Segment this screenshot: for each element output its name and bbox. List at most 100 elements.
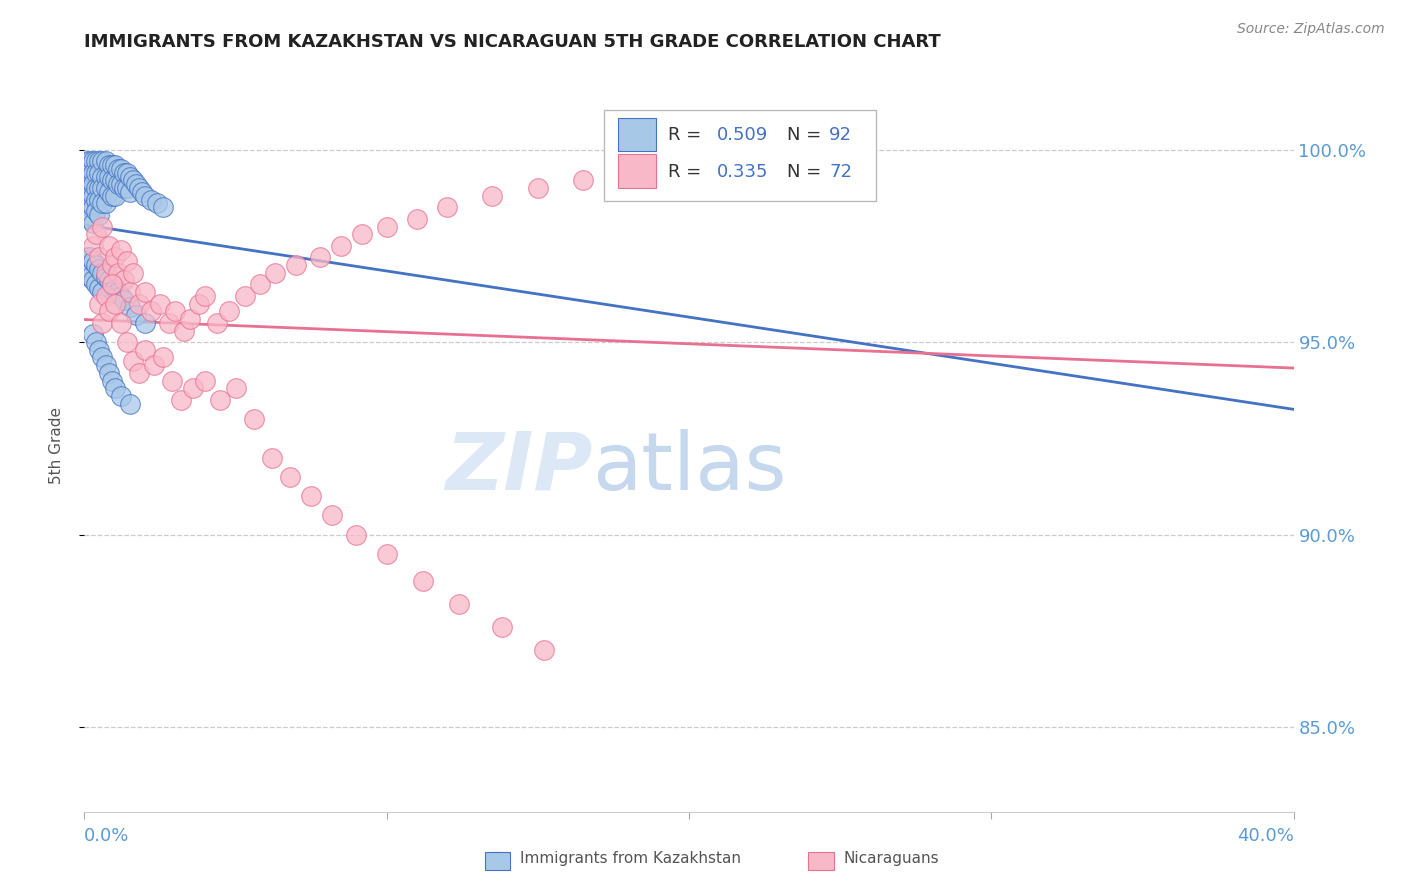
Point — [481, 188, 503, 202]
Point — [79, 188, 101, 202]
Point — [352, 227, 374, 242]
Point — [82, 239, 104, 253]
Point — [104, 251, 127, 265]
Point — [76, 251, 98, 265]
FancyBboxPatch shape — [617, 154, 657, 188]
Text: IMMIGRANTS FROM KAZAKHSTAN VS NICARAGUAN 5TH GRADE CORRELATION CHART: IMMIGRANTS FROM KAZAKHSTAN VS NICARAGUAN… — [84, 33, 941, 51]
Point — [242, 412, 264, 426]
Point — [89, 296, 111, 310]
Point — [82, 188, 104, 202]
Point — [82, 178, 104, 192]
Point — [91, 196, 114, 211]
Point — [218, 304, 240, 318]
Point — [233, 289, 256, 303]
Point — [346, 527, 368, 541]
Point — [82, 273, 104, 287]
Point — [86, 181, 108, 195]
Point — [82, 154, 104, 169]
Point — [97, 158, 120, 172]
Point — [104, 188, 127, 202]
Point — [79, 269, 101, 284]
Point — [91, 169, 114, 184]
Point — [678, 158, 700, 172]
Point — [263, 266, 285, 280]
Point — [100, 188, 122, 202]
Point — [82, 200, 104, 214]
Point — [118, 169, 141, 184]
Point — [97, 304, 120, 318]
Point — [79, 200, 101, 214]
Point — [139, 304, 162, 318]
Point — [260, 450, 283, 465]
Point — [131, 185, 153, 199]
Point — [110, 161, 132, 176]
Point — [118, 397, 141, 411]
Point — [173, 324, 195, 338]
Point — [86, 227, 108, 242]
Point — [89, 154, 111, 169]
Point — [285, 258, 308, 272]
Point — [86, 204, 108, 219]
Point — [181, 381, 204, 395]
Point — [94, 289, 117, 303]
Point — [97, 366, 120, 380]
Point — [91, 219, 114, 234]
Point — [76, 154, 98, 169]
Point — [89, 281, 111, 295]
Point — [115, 181, 138, 195]
Point — [179, 312, 201, 326]
Point — [79, 166, 101, 180]
Point — [157, 316, 180, 330]
Point — [134, 285, 156, 299]
Point — [94, 196, 117, 211]
Point — [299, 489, 322, 503]
Point — [121, 266, 143, 280]
Point — [91, 181, 114, 195]
Text: 40.0%: 40.0% — [1237, 827, 1294, 845]
Point — [112, 166, 135, 180]
Point — [100, 158, 122, 172]
Point — [79, 178, 101, 192]
Text: R =: R = — [668, 126, 707, 145]
Point — [194, 374, 217, 388]
Point — [104, 296, 127, 310]
Y-axis label: 5th Grade: 5th Grade — [49, 408, 63, 484]
Point — [170, 392, 193, 407]
Point — [89, 193, 111, 207]
Point — [97, 273, 120, 287]
Point — [104, 381, 127, 395]
Point — [97, 185, 120, 199]
Point — [121, 354, 143, 368]
Point — [76, 169, 98, 184]
Point — [94, 358, 117, 372]
Text: 0.335: 0.335 — [717, 162, 768, 181]
Text: ZIP: ZIP — [444, 429, 592, 507]
Point — [406, 211, 429, 226]
Point — [79, 154, 101, 169]
Point — [107, 285, 129, 299]
Point — [209, 392, 232, 407]
Point — [449, 597, 471, 611]
Point — [100, 277, 122, 292]
Text: N =: N = — [787, 126, 827, 145]
Point — [104, 281, 127, 295]
Point — [115, 254, 138, 268]
Point — [491, 620, 513, 634]
Point — [309, 251, 332, 265]
Point — [104, 173, 127, 187]
Point — [86, 154, 108, 169]
Point — [110, 389, 132, 403]
Point — [330, 239, 353, 253]
Point — [94, 266, 117, 280]
Point — [375, 547, 398, 561]
Point — [738, 150, 761, 164]
Point — [86, 193, 108, 207]
Point — [110, 316, 132, 330]
Point — [125, 178, 148, 192]
Text: 72: 72 — [830, 162, 852, 181]
Text: Source: ZipAtlas.com: Source: ZipAtlas.com — [1237, 22, 1385, 37]
Point — [89, 181, 111, 195]
Point — [94, 181, 117, 195]
Point — [134, 188, 156, 202]
Text: 0.0%: 0.0% — [84, 827, 129, 845]
